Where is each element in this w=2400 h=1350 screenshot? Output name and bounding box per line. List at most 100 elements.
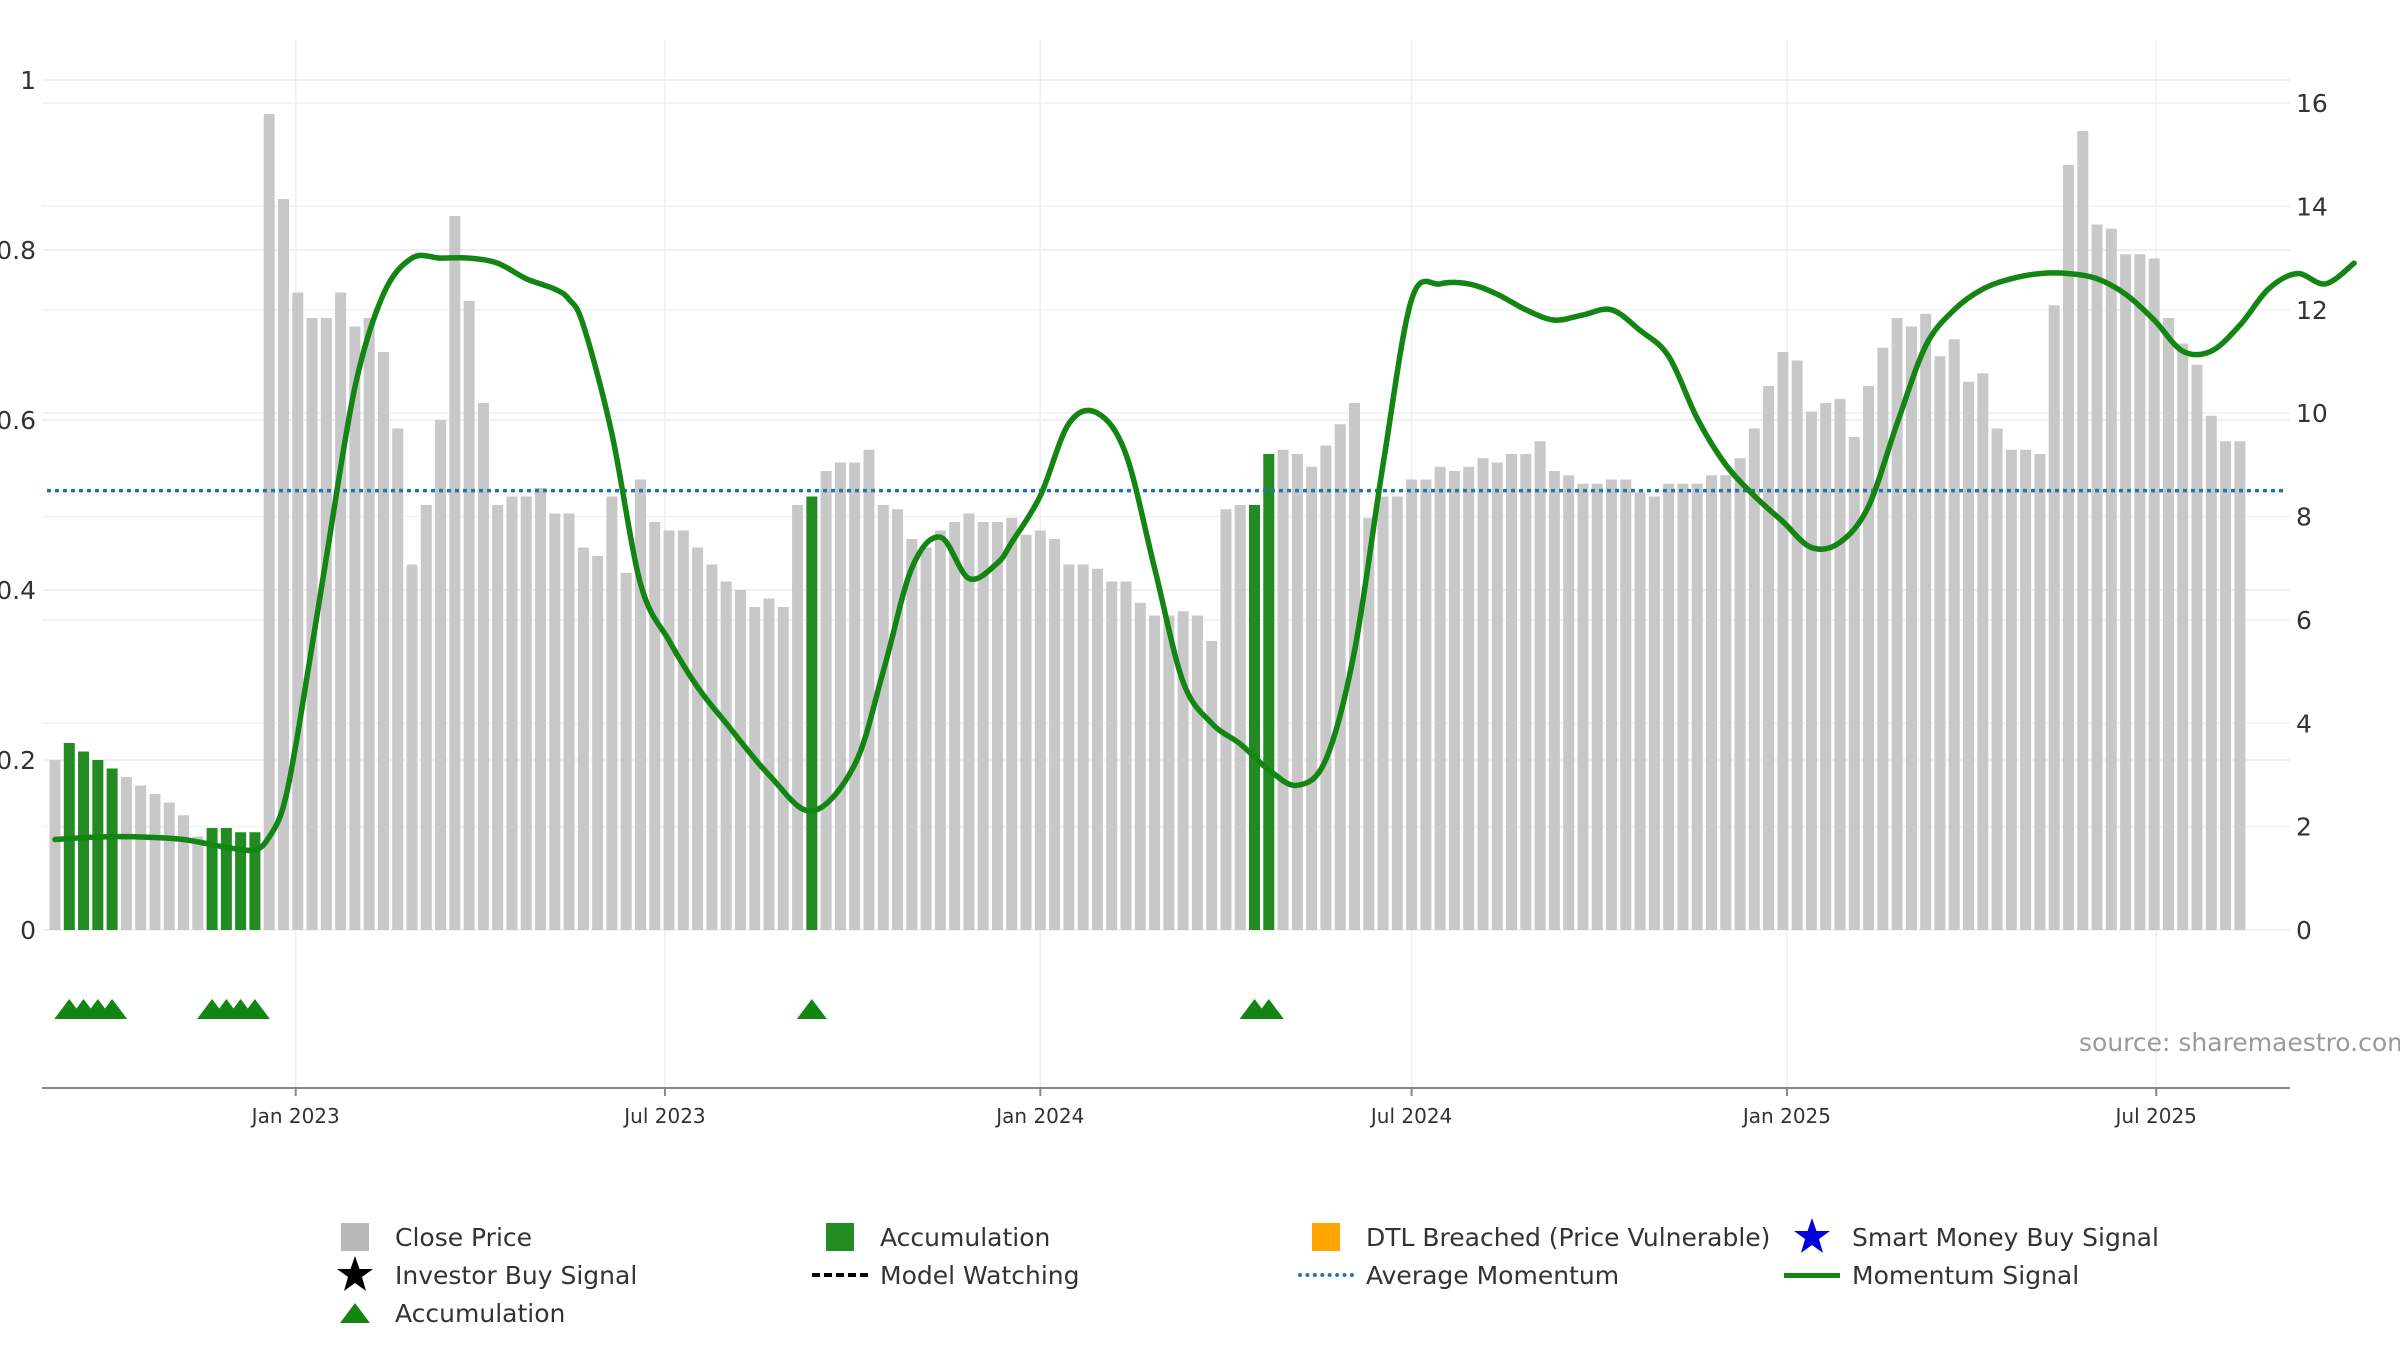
close-price-bar: [2077, 131, 2089, 930]
close-price-bar: [1563, 475, 1575, 930]
close-price-bar: [934, 530, 946, 930]
y-right-tick-label: 0: [2296, 916, 2312, 945]
close-price-bar: [520, 496, 532, 930]
accumulation-marker: [97, 999, 128, 1019]
y-left-tick-label: 1: [20, 66, 36, 95]
close-price-bar: [1406, 479, 1418, 930]
accumulation-bar: [1263, 454, 1275, 930]
close-price-bar: [2234, 441, 2246, 930]
close-price-bar: [335, 292, 347, 930]
close-price-bar: [1134, 602, 1146, 930]
close-price-bar: [2020, 449, 2032, 930]
close-price-bar: [1377, 496, 1389, 930]
x-tick-label: Jan 2024: [994, 1104, 1084, 1128]
close-price-bar: [663, 530, 675, 930]
close-price-bar: [763, 598, 775, 930]
close-price-bar: [292, 292, 304, 930]
close-price-bar: [1277, 449, 1289, 930]
close-price-bar: [1106, 581, 1118, 930]
close-price-bar: [1548, 471, 1560, 930]
close-price-bar: [2005, 449, 2017, 930]
close-price-bar: [1049, 539, 1061, 930]
close-price-bar: [1763, 386, 1775, 930]
close-price-bar: [1534, 441, 1546, 930]
momentum-lines: [47, 252, 2357, 854]
close-price-bar: [263, 114, 275, 930]
close-price-bar: [1006, 517, 1018, 930]
close-price-bar: [1663, 483, 1675, 930]
close-price-bar: [1206, 641, 1218, 930]
close-price-bar: [1905, 326, 1917, 930]
close-price-bar: [920, 547, 932, 930]
y-right-tick-label: 12: [2296, 296, 2328, 325]
close-price-bar: [1791, 360, 1803, 930]
close-price-bar: [2148, 258, 2160, 930]
momentum-signal-line: [52, 252, 2357, 854]
close-price-bar: [634, 479, 646, 930]
close-price-bar: [492, 505, 504, 930]
close-price-bar: [1848, 437, 1860, 930]
accumulation-bar: [249, 832, 261, 930]
close-price-bar: [692, 547, 704, 930]
accumulation-bar: [78, 751, 90, 930]
close-price-bar: [1591, 483, 1603, 930]
x-tick-label: Jan 2025: [1741, 1104, 1831, 1128]
close-price-bar: [1334, 424, 1346, 930]
accumulation-bar: [1249, 505, 1261, 930]
y-left-tick-label: 0: [20, 916, 36, 945]
close-price-bar: [1434, 466, 1446, 930]
close-price-bar: [135, 785, 147, 930]
close-price-bar: [1620, 479, 1632, 930]
y-right-tick-label: 8: [2296, 503, 2312, 532]
close-price-bar: [1863, 386, 1875, 930]
close-price-bar: [1348, 403, 1360, 930]
close-price-bar: [1363, 517, 1375, 930]
accumulation-bar: [220, 828, 232, 930]
close-price-bar: [1077, 564, 1089, 930]
y-right-tick-label: 14: [2296, 192, 2328, 221]
close-price-bar: [2091, 224, 2103, 930]
close-price-bar: [1063, 564, 1075, 930]
close-price-bar: [1220, 509, 1232, 930]
close-price-bar: [991, 522, 1003, 930]
close-price-bar: [1291, 454, 1303, 930]
close-price-bar: [1477, 458, 1489, 930]
close-price-bar: [1606, 479, 1618, 930]
close-price-bar: [1777, 352, 1789, 930]
close-price-bar: [192, 836, 204, 930]
close-price-bar: [349, 326, 361, 930]
close-price-bar: [906, 539, 918, 930]
close-price-bar: [1977, 373, 1989, 930]
x-tick-label: Jul 2024: [1369, 1104, 1452, 1128]
y-right-tick-label: 4: [2296, 709, 2312, 738]
close-price-bar: [2034, 454, 2046, 930]
accumulation-bar: [806, 496, 818, 930]
close-price-bar: [1120, 581, 1132, 930]
close-price-bar: [1520, 454, 1532, 930]
close-price-bar: [1748, 428, 1760, 930]
close-price-bar: [963, 513, 975, 930]
close-price-bar: [1448, 471, 1460, 930]
close-price-bar: [449, 216, 461, 930]
close-price-bar: [863, 449, 875, 930]
close-price-bar: [2134, 254, 2146, 930]
close-price-bar: [2105, 228, 2117, 930]
close-price-bar: [606, 496, 618, 930]
close-price-bar: [649, 522, 661, 930]
y-left-tick-label: 0.6: [0, 406, 36, 435]
x-tick-label: Jul 2025: [2114, 1104, 2197, 1128]
close-price-bar: [849, 462, 861, 930]
close-price-bar: [306, 318, 318, 930]
close-price-bar: [1177, 611, 1189, 930]
close-price-bar: [1920, 313, 1932, 930]
close-price-bar: [620, 573, 632, 930]
close-price-bar: [477, 403, 489, 930]
close-price-bar: [1234, 505, 1246, 930]
y-right-tick-label: 2: [2296, 813, 2312, 842]
accumulation-bar: [235, 832, 247, 930]
close-price-bar: [2177, 343, 2189, 930]
close-price-bar: [435, 420, 447, 930]
close-price-bar: [1191, 615, 1203, 930]
close-price-bar: [1091, 568, 1103, 930]
